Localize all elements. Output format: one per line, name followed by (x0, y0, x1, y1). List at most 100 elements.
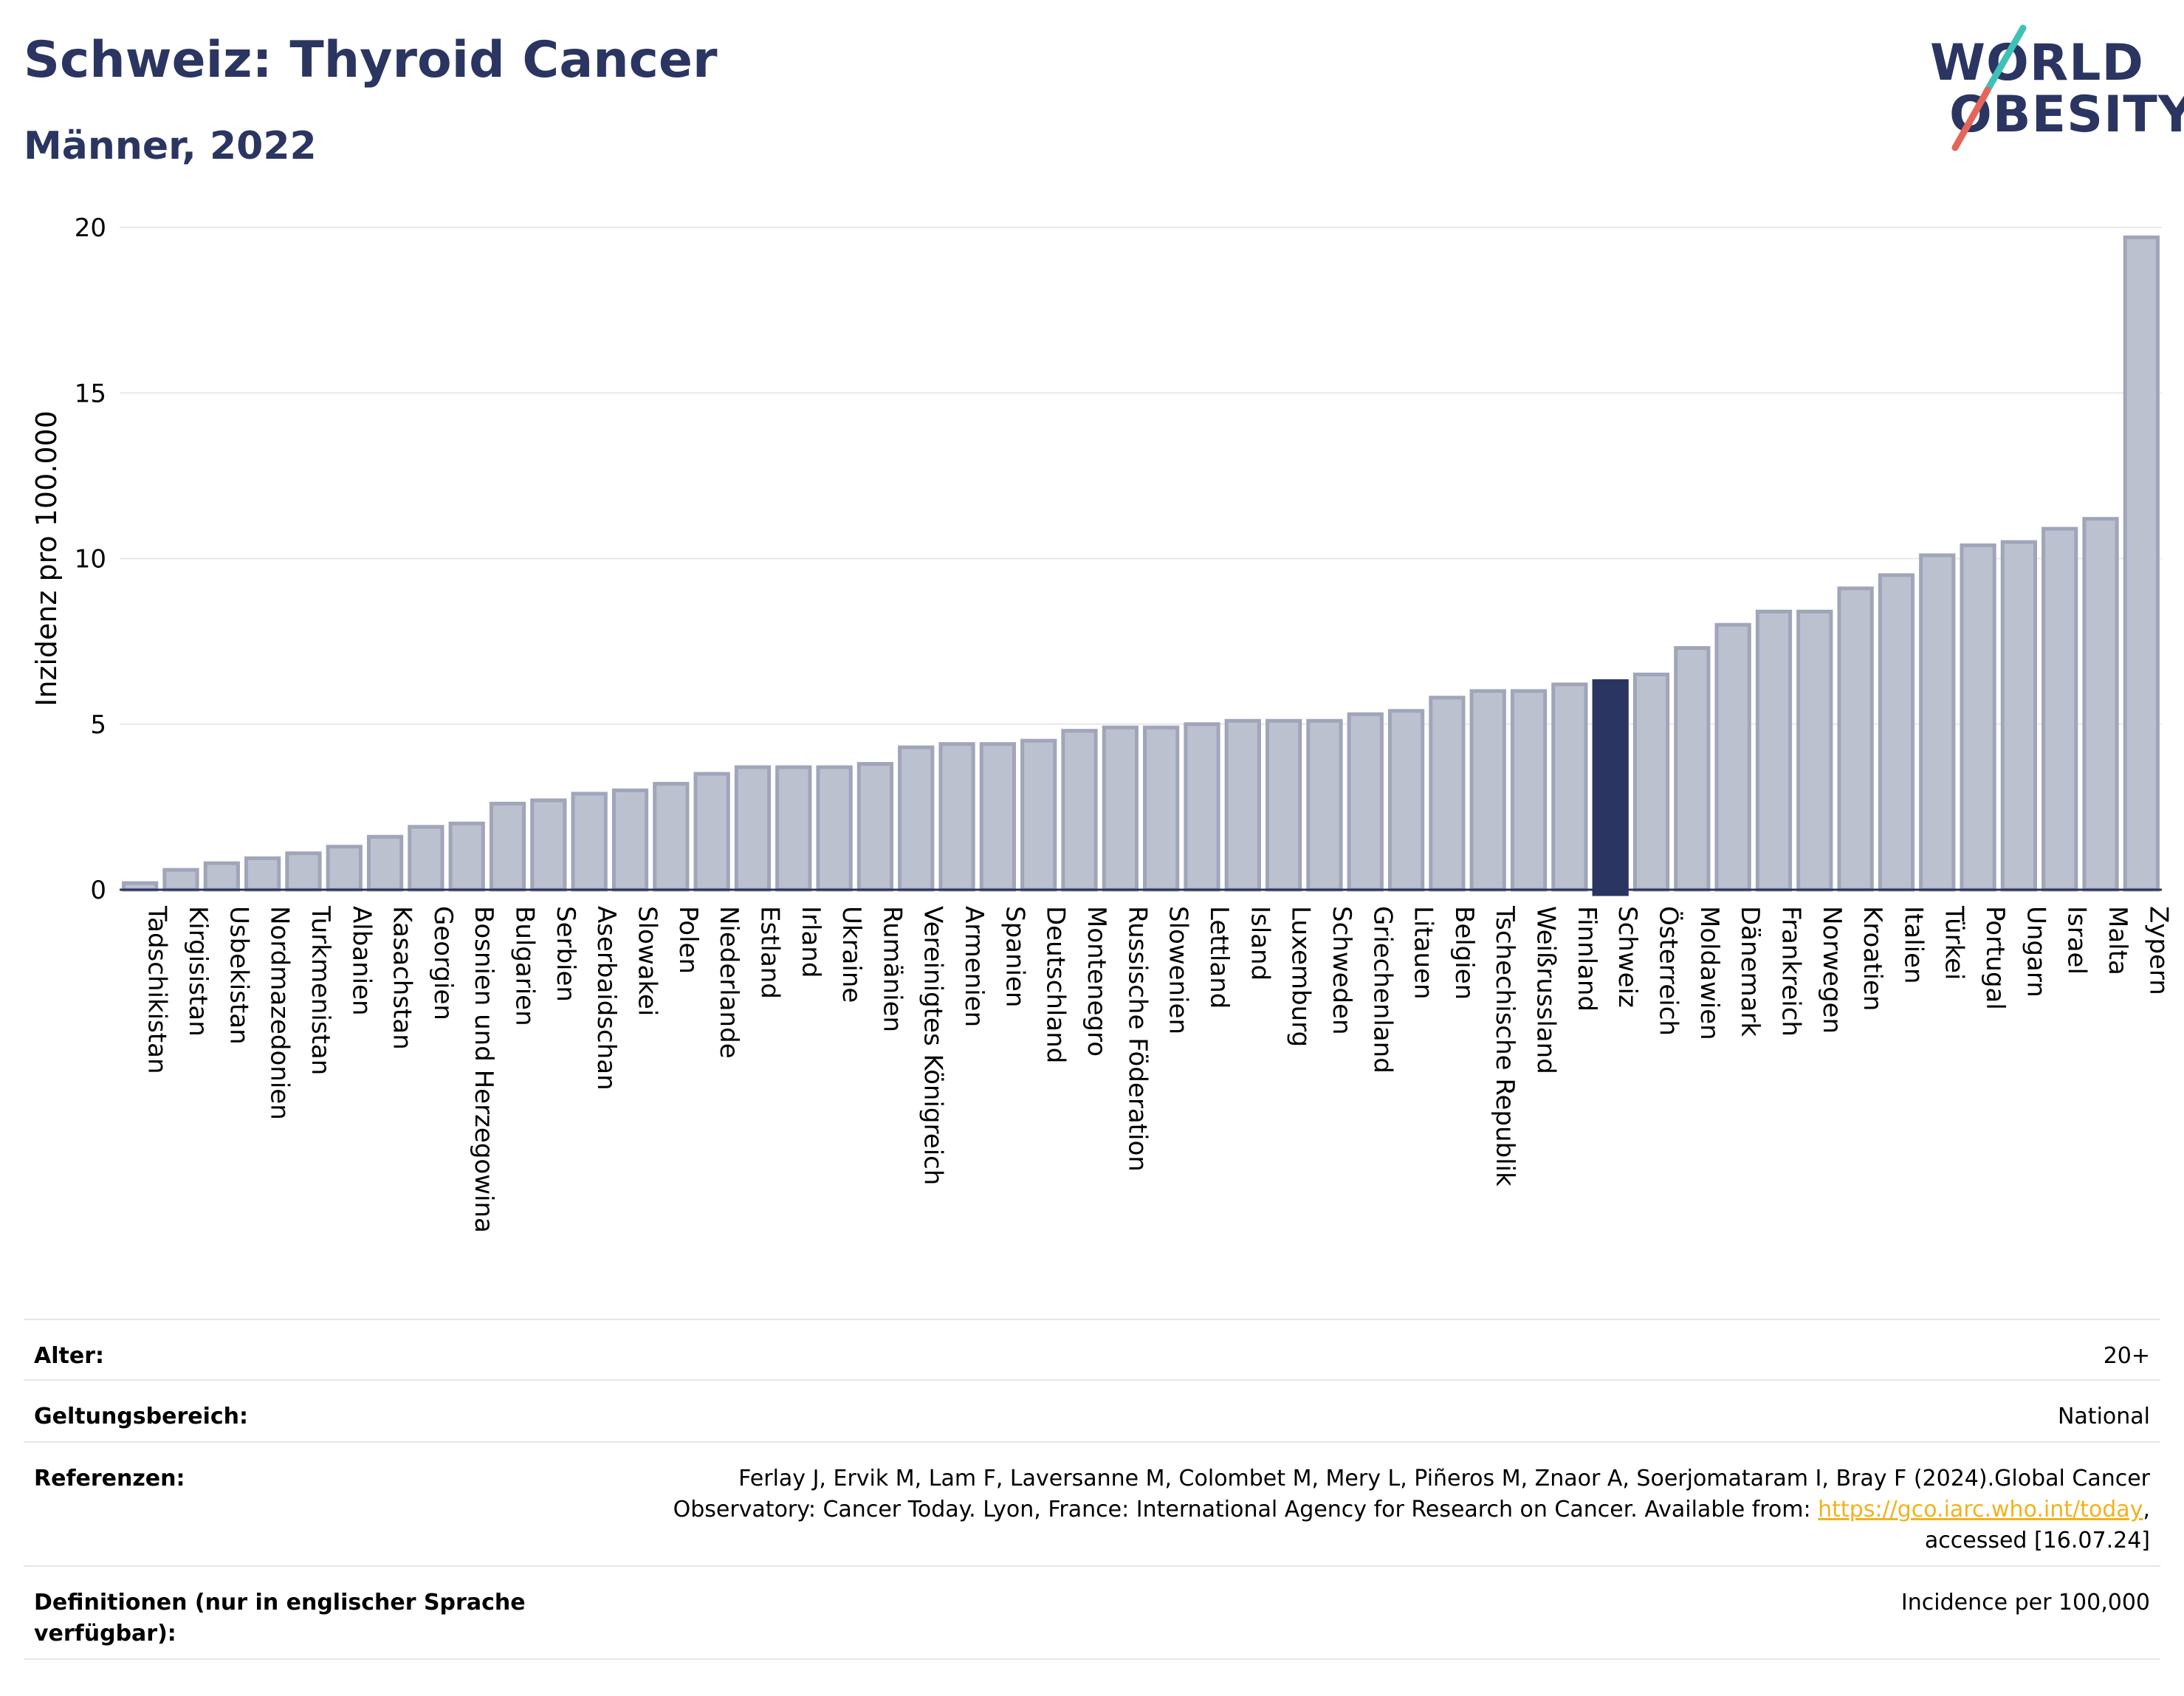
page-title: Schweiz: Thyroid Cancer (24, 31, 718, 89)
x-tick-label: Belgien (1449, 906, 1479, 1000)
bar (653, 781, 690, 892)
x-tick-label: Kirgisistan (183, 906, 213, 1037)
x-tick-label: Litauen (1409, 906, 1438, 1000)
x-tick-label: Dänemark (1735, 906, 1765, 1037)
bar (1837, 586, 1874, 892)
x-tick-label: Luxemburg (1286, 906, 1316, 1047)
bar (489, 801, 526, 892)
bar (2042, 526, 2078, 892)
bar (1960, 543, 1996, 892)
x-tick-label: Russische Föderation (1122, 906, 1152, 1172)
logo-word-world: WORLD (1930, 34, 2144, 92)
x-tick-label: Italien (1898, 906, 1928, 984)
bar (1632, 672, 1670, 892)
bar (162, 868, 199, 892)
world-obesity-logo: WORLD OBESITY (1920, 22, 2184, 155)
x-tick-label: Montenegro (1082, 906, 1111, 1057)
x-tick-label: Tadschikistan (142, 905, 172, 1074)
reference-line-1: Ferlay J, Ervik M, Lam F, Laversanne M, … (738, 1466, 2150, 1491)
bar (1878, 573, 1915, 892)
x-tick-label: Aserbaidschan (591, 906, 621, 1091)
y-tick-label: 5 (90, 710, 106, 740)
bar (775, 765, 812, 892)
x-tick-label: Griechenland (1367, 906, 1397, 1074)
x-tick-label: Polen (673, 906, 703, 974)
x-tick-label: Bosnien und Herzegowina (469, 906, 498, 1233)
bar (938, 742, 975, 892)
bar (1469, 689, 1506, 892)
x-tick-label: Island (1245, 906, 1274, 981)
x-tick-label: Vereinigtes Königreich (918, 906, 948, 1185)
reference-link[interactable]: https://gco.iarc.who.int/today (1818, 1497, 2143, 1522)
x-tick-label: Schweiz (1613, 906, 1642, 1008)
y-tick-label: 20 (75, 213, 106, 243)
x-tick-label: Finnland (1572, 906, 1601, 1012)
y-tick-label: 15 (75, 379, 106, 408)
x-tick-label: Zypern (2143, 906, 2173, 995)
meta-label-references: Referenzen: (34, 1466, 185, 1491)
bar (1306, 718, 1343, 892)
x-tick-label: Weißrussland (1531, 906, 1561, 1074)
meta-value-definitions: Incidence per 100,000 (1900, 1590, 2150, 1616)
bar (1020, 738, 1057, 892)
bar (571, 792, 608, 892)
x-tick-label: Spanien (1000, 906, 1029, 1007)
bar (1184, 722, 1220, 892)
meta-label-scope: Geltungsbereich: (34, 1404, 249, 1429)
x-tick-label: Deutschland (1041, 906, 1071, 1063)
bar (2082, 517, 2119, 892)
bar (1102, 725, 1139, 892)
reference-line-2: Observatory: Cancer Today. Lyon, France:… (600, 1494, 2150, 1525)
bar (1347, 712, 1384, 892)
x-tick-label: Norwegen (1817, 906, 1847, 1034)
bar (734, 765, 772, 892)
x-tick-label: Kroatien (1858, 906, 1887, 1011)
meta-label-definitions: Definitionen (nur in englischer Sprache … (34, 1590, 526, 1647)
meta-row-references: Referenzen: Ferlay J, Ervik M, Lam F, La… (24, 1441, 2160, 1565)
bar (693, 772, 730, 892)
x-tick-label: Frankreich (1776, 906, 1805, 1037)
bar (244, 856, 281, 892)
bar (285, 851, 322, 892)
bar (1592, 679, 1629, 896)
bar (1674, 646, 1711, 892)
bar (530, 798, 567, 892)
bar (816, 765, 853, 892)
x-tick-label: Slowakei (633, 906, 662, 1016)
bar (448, 821, 485, 892)
x-tick-label: Serbien (551, 906, 580, 1002)
meta-label-age: Alter: (34, 1343, 104, 1369)
reference-line-2-text: Observatory: Cancer Today. Lyon, France:… (673, 1497, 1819, 1522)
bar (1510, 689, 1548, 892)
bar (1796, 609, 1833, 892)
reference-line-3: accessed [16.07.24] (1924, 1528, 2150, 1553)
meta-value-scope: National (2057, 1404, 2150, 1429)
y-axis-label: Inzidenz pro 100.000 (30, 411, 63, 707)
x-tick-label: Türkei (1940, 905, 1969, 980)
x-tick-label: Turkmenistan (306, 905, 335, 1075)
y-tick-label: 10 (75, 545, 106, 574)
bar (366, 834, 404, 892)
x-tick-label: Tschechische Republik (1490, 905, 1519, 1187)
bar (1429, 696, 1466, 892)
x-tick-label: Portugal (1980, 906, 2010, 1010)
x-tick-label: Schweden (1327, 906, 1356, 1035)
x-tick-label: Rumänien (877, 906, 907, 1032)
bar (2123, 235, 2160, 892)
x-tick-label: Nordmazedonien (265, 906, 295, 1120)
x-tick-label: Usbekistan (224, 906, 253, 1045)
x-tick-label: Albanien (346, 906, 376, 1016)
bar (1143, 725, 1180, 892)
meta-row-definitions: Definitionen (nur in englischer Sprache … (24, 1565, 2160, 1660)
bar (898, 745, 935, 892)
meta-row-age: Alter: 20+ (24, 1319, 2160, 1379)
x-tick-label: Slowenien (1164, 906, 1193, 1034)
x-tick-label: Armenien (959, 906, 989, 1027)
x-tick-label: Lettland (1204, 906, 1234, 1009)
x-tick-label: Malta (2103, 906, 2132, 975)
x-tick-label: Ukraine (837, 906, 866, 1003)
x-tick-label: Moldawien (1694, 906, 1724, 1040)
logo-word-obesity: OBESITY (1949, 86, 2184, 144)
metadata-table: Alter: 20+ Geltungsbereich: National Ref… (24, 1319, 2160, 1660)
x-tick-label: Österreich (1654, 906, 1684, 1036)
